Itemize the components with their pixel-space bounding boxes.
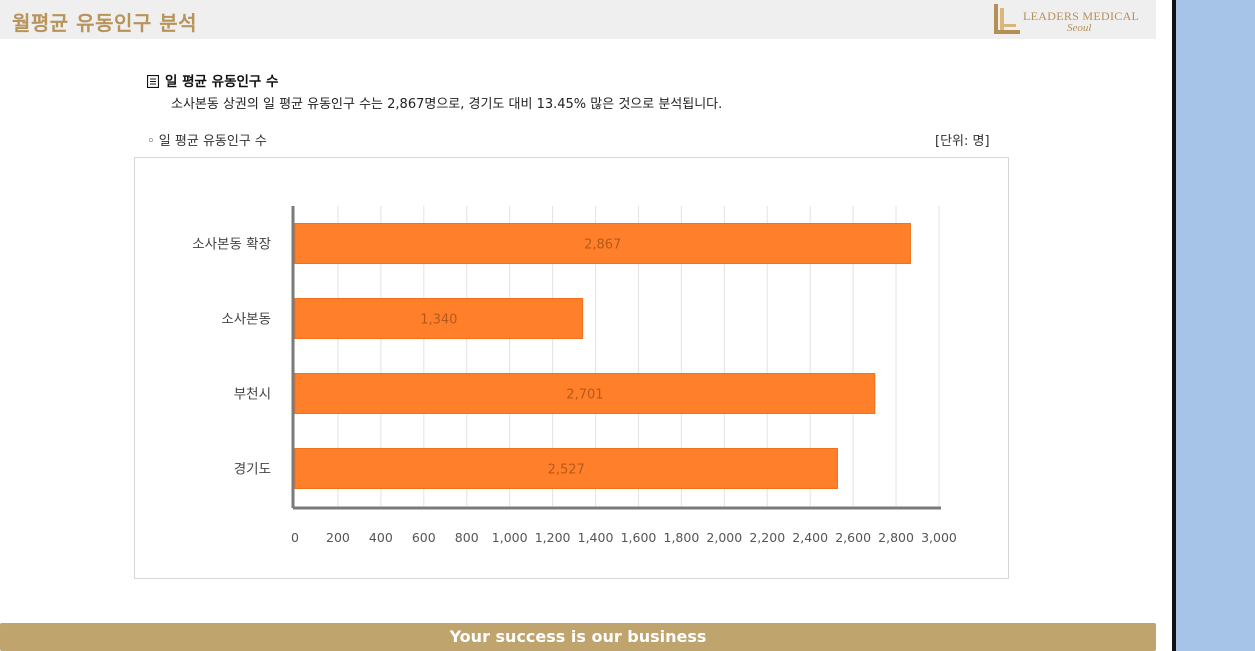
x-tick-label: 1,600 (621, 530, 657, 545)
leaders-medical-logo: LEADERS MEDICAL Seoul (992, 2, 1152, 38)
x-tick-label: 2,200 (749, 530, 785, 545)
bar-value-label: 2,527 (548, 463, 585, 478)
x-tick-label: 3,000 (921, 530, 957, 545)
bar (294, 373, 876, 414)
report-page: 월평균 유동인구 분석 LEADERS MEDICAL Seoul 일 평균 유… (0, 0, 1158, 651)
footer-slogan: Your success is our business (449, 627, 707, 646)
chart-container: 0 200 400 600 800 1,000 1,200 1,400 1,600 1,800 2,… (134, 157, 1009, 579)
section-heading-text: 일 평균 유동인구 수 (165, 74, 279, 90)
chart-label: ◦ 일 평균 유동인구 수 (147, 134, 267, 149)
bar-value-label: 2,701 (566, 388, 603, 403)
footer-bar: Your success is our business (0, 623, 1156, 651)
header-bar: 월평균 유동인구 분석 LEADERS MEDICAL Seoul (0, 0, 1156, 39)
y-category-label: 경기도 (234, 462, 271, 478)
x-tick-label: 1,400 (578, 530, 614, 545)
x-tick-label: 0 (291, 530, 299, 545)
x-tick-label: 2,800 (878, 530, 914, 545)
logo-mark-icon (994, 4, 1020, 34)
bar-value-label: 2,867 (584, 238, 621, 253)
y-category-label: 소사본동 (221, 312, 271, 328)
unit-label: [단위: 명] (935, 134, 990, 149)
bar (294, 223, 911, 264)
side-panel-divider (1172, 0, 1176, 651)
x-tick-label: 200 (326, 530, 350, 545)
logo-text: LEADERS MEDICAL (1023, 9, 1140, 23)
x-tick-label: 400 (369, 530, 393, 545)
x-tick-label: 2,000 (706, 530, 742, 545)
side-panel-blue (1176, 0, 1255, 651)
y-category-label: 소사본동 확장 (192, 237, 271, 253)
logo-subtext: Seoul (1067, 22, 1092, 34)
x-tick-label: 1,800 (664, 530, 700, 545)
x-tick-label: 600 (412, 530, 436, 545)
x-tick-label: 2,600 (835, 530, 871, 545)
page-title: 월평균 유동인구 분석 (12, 11, 198, 35)
bar-value-label: 1,340 (420, 313, 457, 328)
x-tick-label: 1,000 (492, 530, 528, 545)
x-tick-label: 2,400 (792, 530, 828, 545)
x-tick-label: 1,200 (535, 530, 571, 545)
document-icon (147, 75, 159, 88)
x-tick-label: 800 (455, 530, 479, 545)
section-description: 소사본동 상권의 일 평균 유동인구 수는 2,867명으로, 경기도 대비 1… (171, 97, 723, 112)
y-category-label: 부천시 (234, 387, 271, 403)
bar (294, 448, 838, 489)
bar-chart: 0 200 400 600 800 1,000 1,200 1,400 1,600 1,800 2,… (192, 206, 957, 545)
section-heading: 일 평균 유동인구 수 (147, 70, 278, 90)
bar (294, 298, 584, 339)
